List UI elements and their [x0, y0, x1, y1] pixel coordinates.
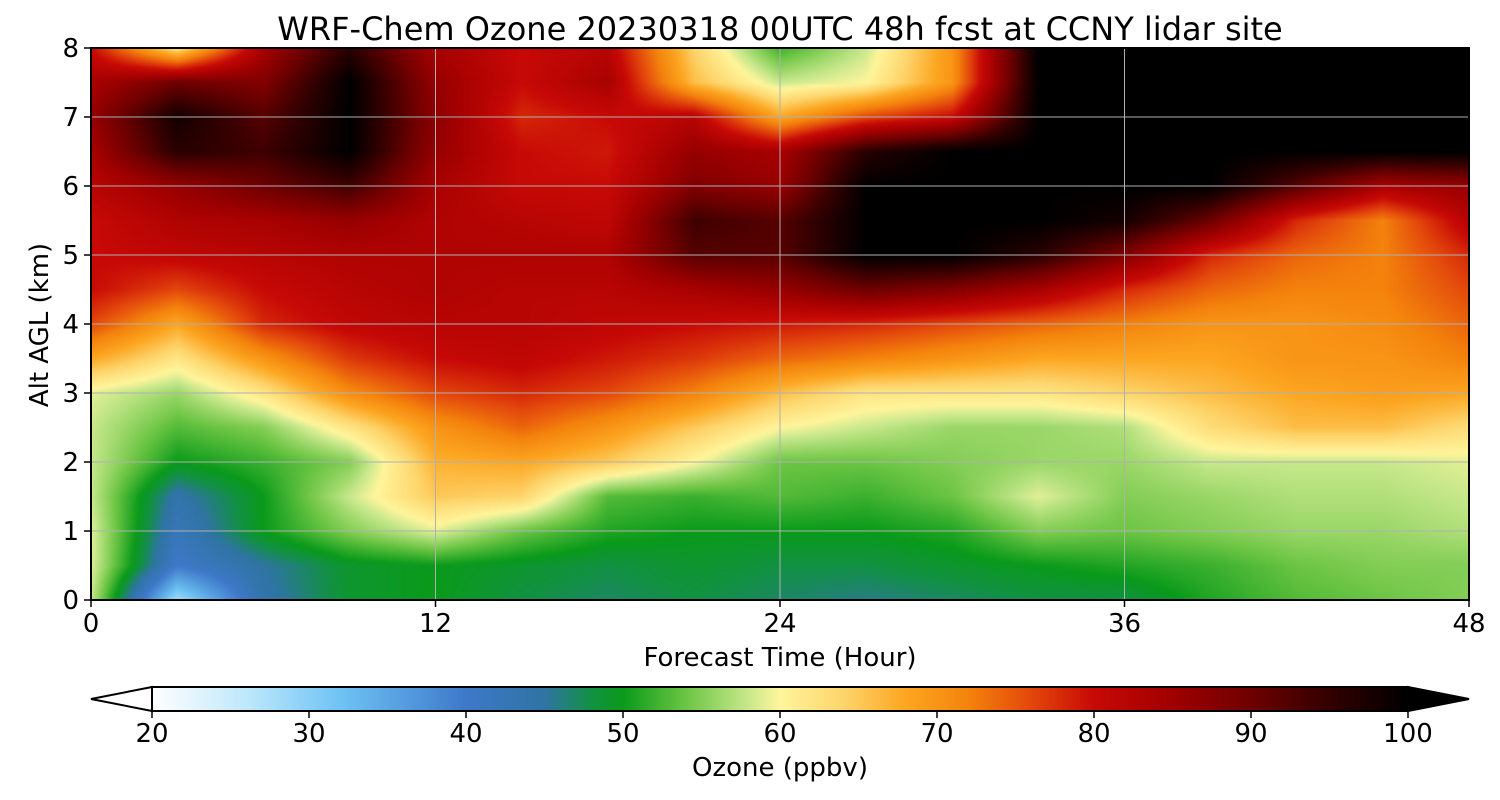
- colorbar-tick-label: 60: [763, 719, 796, 749]
- y-tick-label: 0: [62, 586, 79, 616]
- x-tick-label: 0: [83, 609, 100, 639]
- colorbar-max-extension: [1407, 685, 1470, 713]
- x-tick-label: 36: [1108, 609, 1141, 639]
- colorbar-min-extension: [90, 685, 153, 713]
- colorbar-tick-label: 70: [920, 719, 953, 749]
- colorbar-tick-label: 40: [449, 719, 482, 749]
- y-tick-label: 3: [62, 379, 79, 409]
- y-tick-label: 2: [62, 448, 79, 478]
- x-tick-label: 48: [1452, 609, 1485, 639]
- colorbar-tick-label: 20: [135, 719, 168, 749]
- x-axis-ticks: 0 12 24 36 48: [83, 600, 1486, 639]
- y-tick-label: 7: [62, 103, 79, 133]
- colorbar-label: Ozone (ppbv): [692, 753, 868, 783]
- colorbar: 20 30 40 50 60 70 80 90 100 Ozone (ppbv): [90, 685, 1470, 783]
- colorbar-ticks: 20 30 40 50 60 70 80 90 100: [135, 711, 1433, 749]
- x-tick-label: 24: [763, 609, 796, 639]
- colorbar-tick-label: 50: [606, 719, 639, 749]
- colorbar-tick-label: 80: [1077, 719, 1110, 749]
- chart-title: WRF-Chem Ozone 20230318 00UTC 48h fcst a…: [277, 10, 1282, 48]
- x-tick-label: 12: [419, 609, 452, 639]
- colorbar-tick-label: 30: [292, 719, 325, 749]
- y-tick-label: 6: [62, 172, 79, 202]
- y-tick-label: 4: [62, 310, 79, 340]
- y-tick-label: 8: [62, 34, 79, 64]
- y-tick-label: 5: [62, 241, 79, 271]
- colorbar-tick-label: 100: [1383, 719, 1433, 749]
- colorbar-gradient: [151, 686, 1409, 712]
- y-axis-ticks: 0 1 2 3 4 5 6 7 8: [62, 34, 91, 616]
- x-axis-label: Forecast Time (Hour): [643, 643, 916, 673]
- y-tick-label: 1: [62, 517, 79, 547]
- colorbar-tick-label: 90: [1234, 719, 1267, 749]
- y-axis-label: Alt AGL (km): [25, 243, 55, 407]
